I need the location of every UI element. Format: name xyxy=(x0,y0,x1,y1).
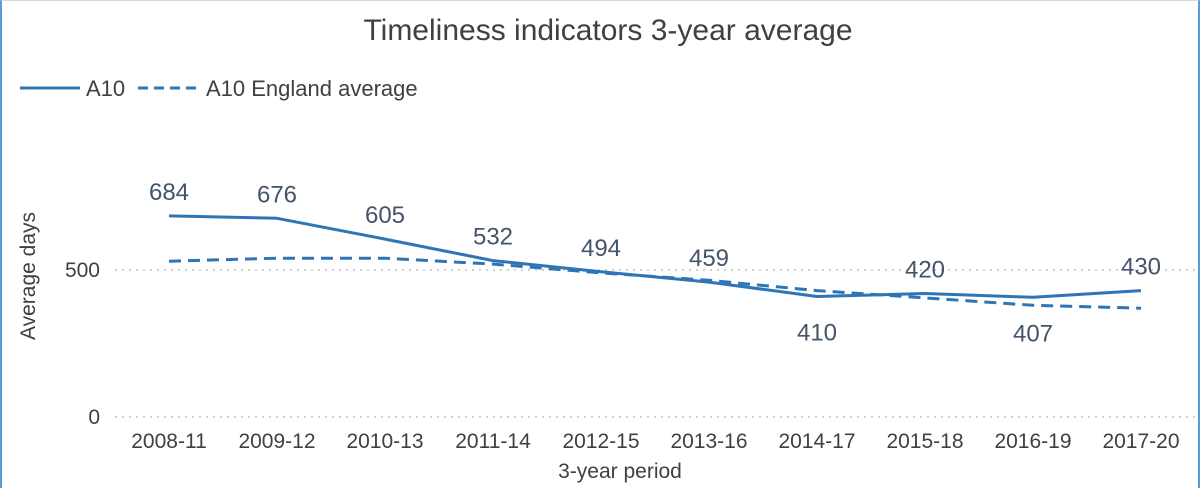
data-label: 420 xyxy=(905,257,945,284)
x-tick-label: 2017-20 xyxy=(1102,430,1179,453)
x-tick-label: 2015-18 xyxy=(886,430,963,453)
legend: A10 A10 England average xyxy=(20,76,418,101)
series-line-england-average xyxy=(168,256,1142,310)
data-label: 407 xyxy=(1013,320,1053,347)
x-axis-ticks: 2008-11 2009-12 2010-13 2011-14 2012-15 2013-… xyxy=(131,430,1179,453)
x-tick-label: 2010-13 xyxy=(346,430,423,453)
y-tick-label: 0 xyxy=(88,406,100,429)
data-label: 410 xyxy=(797,319,837,346)
data-labels: 684 676 605 532 494 459 410 420 407 430 xyxy=(149,179,1161,347)
x-tick-label: 2011-14 xyxy=(455,430,531,453)
data-label: 676 xyxy=(257,181,297,208)
y-axis-label: Average days xyxy=(17,212,40,340)
legend-label-a10: A10 xyxy=(86,76,125,101)
y-axis-ticks: 0 500 xyxy=(65,259,100,429)
data-label: 684 xyxy=(149,179,189,206)
data-label: 532 xyxy=(473,224,513,251)
series-lines xyxy=(168,214,1142,310)
x-tick-label: 2009-12 xyxy=(238,430,315,453)
chart-title: Timeliness indicators 3-year average xyxy=(363,14,852,47)
data-label: 459 xyxy=(689,245,729,272)
data-label: 494 xyxy=(581,235,621,262)
gridlines xyxy=(115,269,1195,418)
x-axis-label: 3-year period xyxy=(558,460,682,483)
x-tick-label: 2016-19 xyxy=(994,430,1071,453)
x-tick-label: 2014-17 xyxy=(778,430,855,453)
data-label: 430 xyxy=(1121,254,1161,281)
series-line-a10 xyxy=(168,214,1142,299)
x-tick-label: 2013-16 xyxy=(670,430,747,453)
y-tick-label: 500 xyxy=(65,259,100,282)
x-tick-label: 2008-11 xyxy=(131,430,207,453)
legend-label-england-average: A10 England average xyxy=(206,76,418,101)
x-tick-label: 2012-15 xyxy=(562,430,639,453)
data-label: 605 xyxy=(365,202,405,229)
